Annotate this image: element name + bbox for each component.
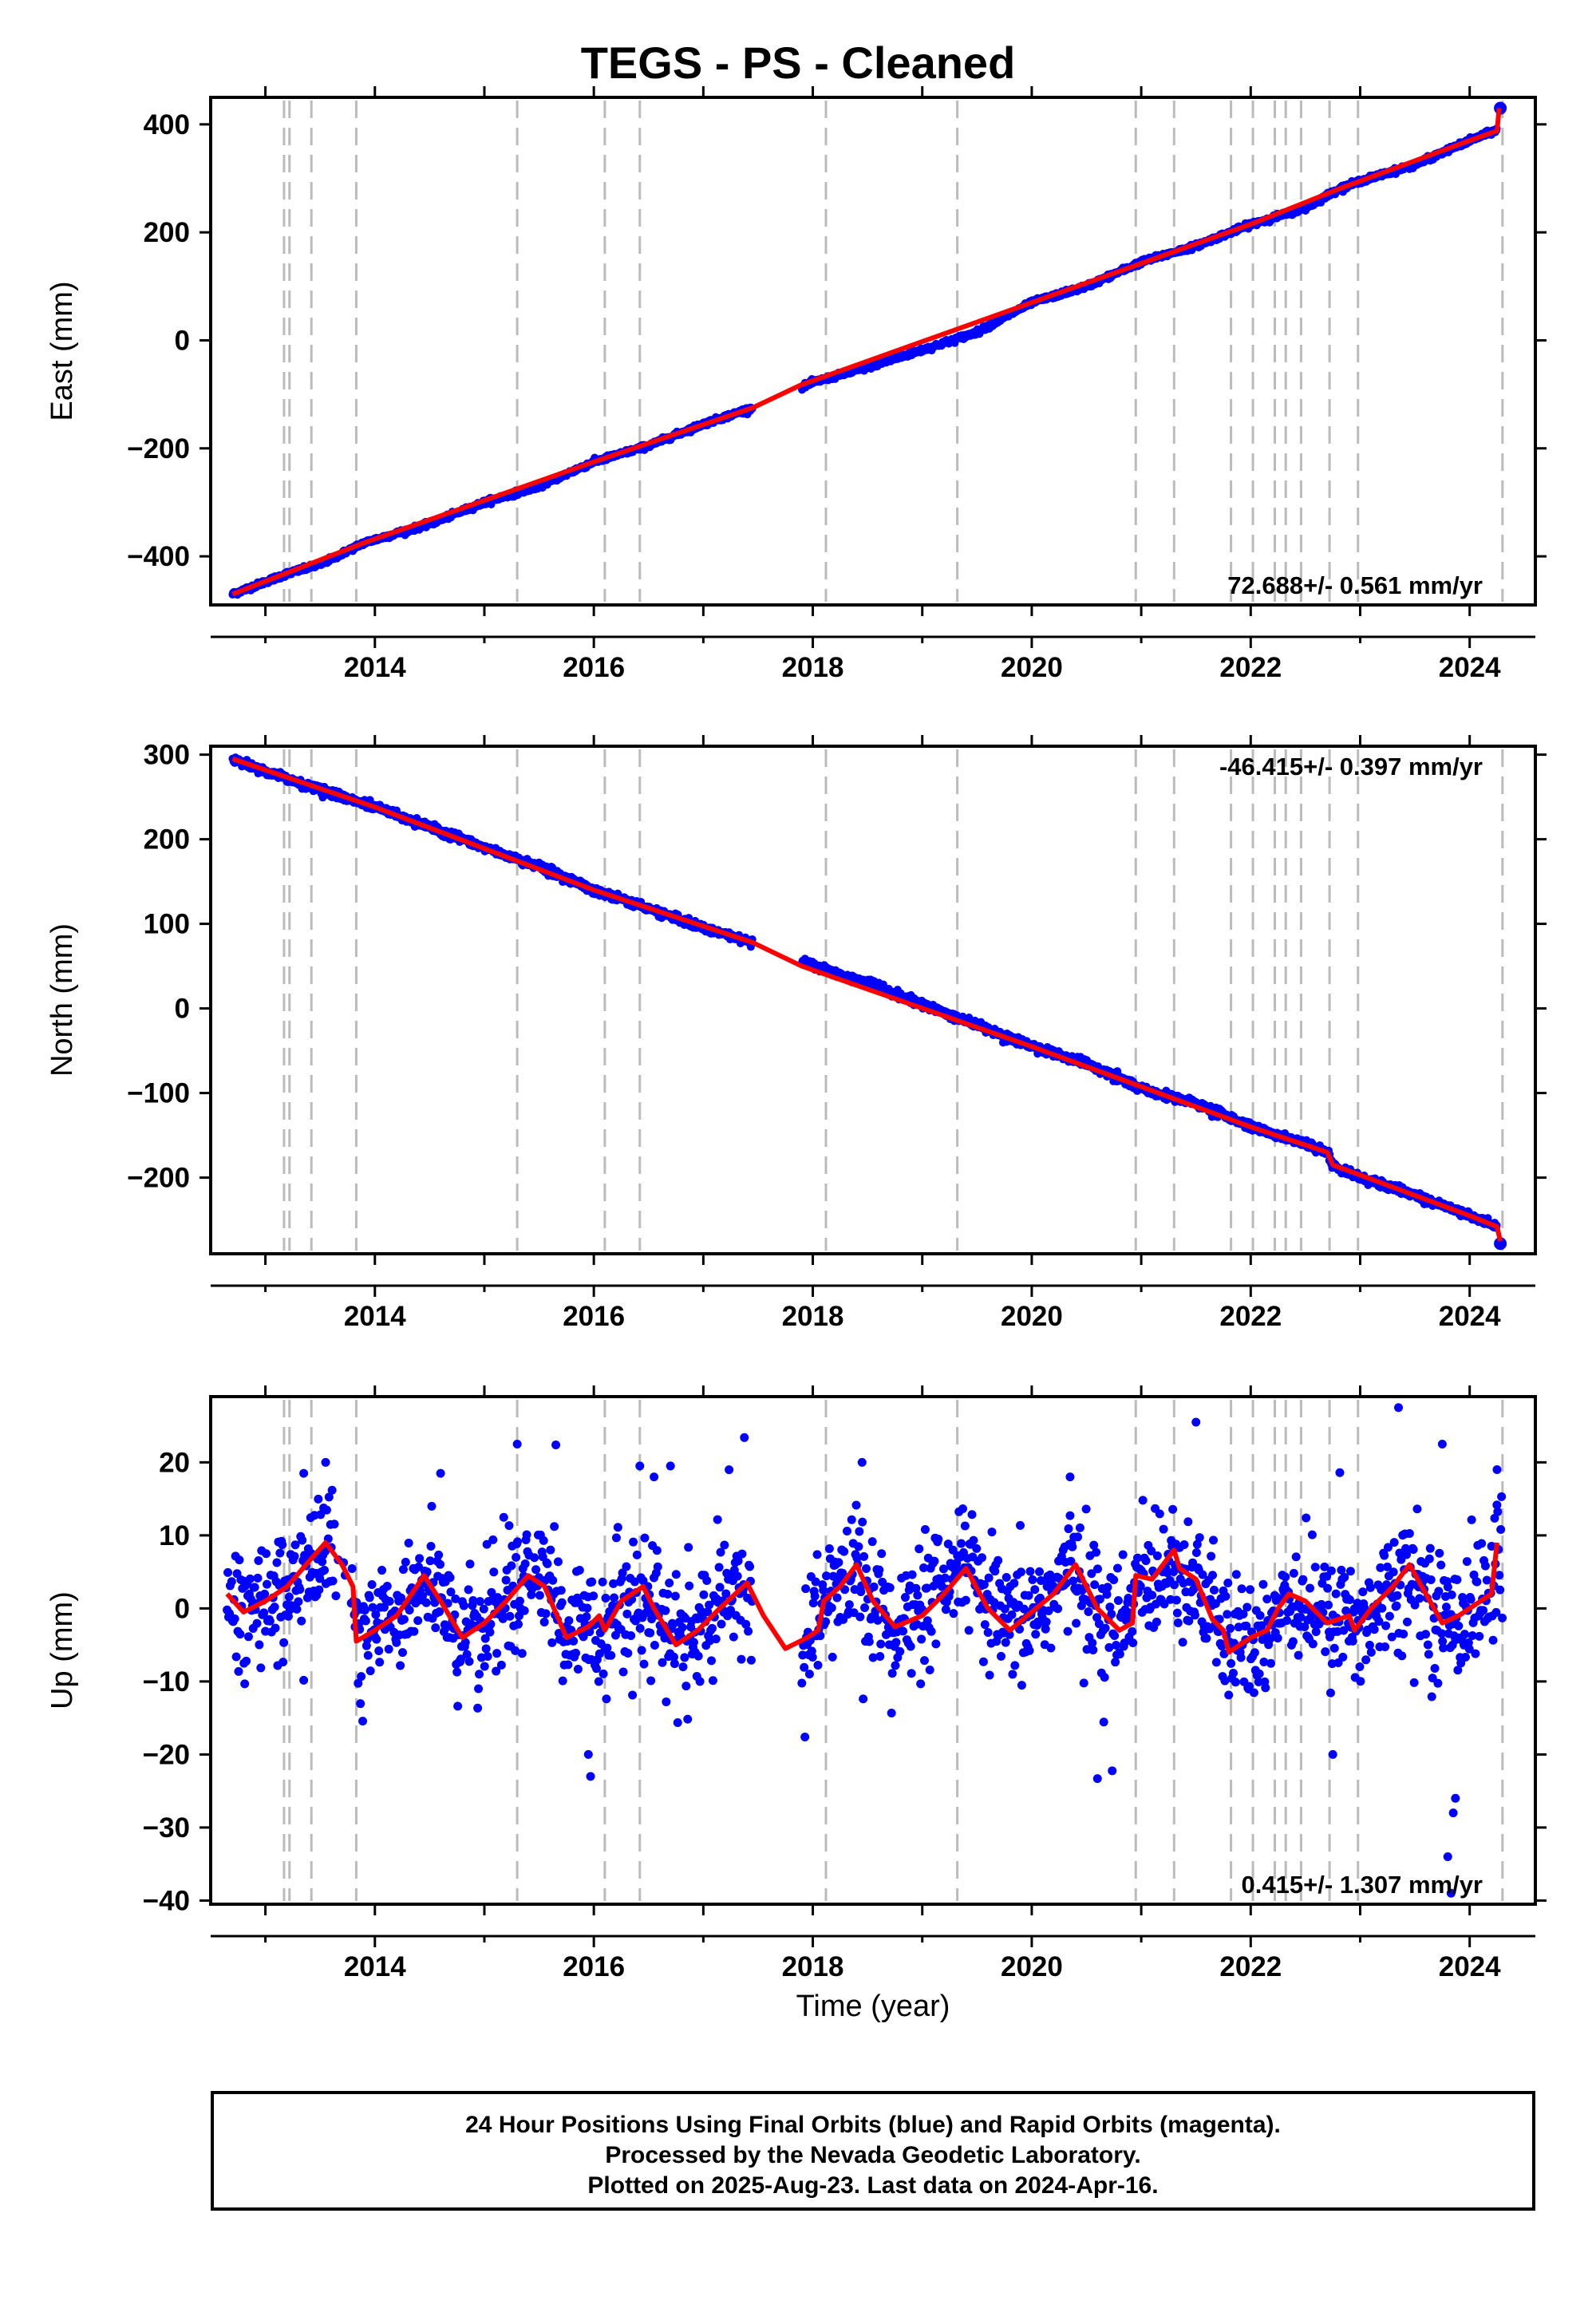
- data-point: [1494, 1237, 1507, 1251]
- y-tick-label: −400: [127, 541, 190, 572]
- time-series-plots: 2014 2016 2018 2020 2022 2024 −400 −200 0 200 400 E…: [45, 86, 1547, 2023]
- y-tick-label: 0: [175, 325, 190, 356]
- x-tick-label: 2016: [563, 652, 625, 683]
- model-line: [231, 108, 1502, 597]
- model-line: [231, 757, 1503, 1242]
- x-tick-label: 2022: [1219, 652, 1282, 683]
- equipment-change-lines: [282, 101, 1504, 602]
- x-tick-label: 2024: [1439, 652, 1501, 683]
- x-tick-label: 2014: [344, 652, 406, 683]
- y-tick-label: 400: [144, 109, 190, 140]
- y-tick-label: −200: [127, 433, 190, 464]
- data-points: [228, 753, 1507, 1251]
- y-tick-label: 200: [144, 217, 190, 248]
- model-curve: [231, 108, 1502, 597]
- chart-title: TEGS - PS - Cleaned: [580, 38, 1016, 88]
- equipment-change-lines: [282, 749, 1504, 1251]
- velocity-label: 72.688+/- 0.561 mm/yr: [1227, 571, 1483, 599]
- plot-frame: [209, 96, 1537, 607]
- x-tick-label: 2018: [782, 652, 844, 683]
- panel-1: 2014 2016 2018 2020 2022 2024 −400 −200 0 200 400 E…: [45, 86, 1547, 683]
- panel-2: 2014 2016 2018 2020 2022 2024−200−10001002003…: [45, 735, 1547, 1332]
- y-axis-label: East (mm): [45, 281, 79, 421]
- x-tick-label: 2020: [1001, 652, 1063, 683]
